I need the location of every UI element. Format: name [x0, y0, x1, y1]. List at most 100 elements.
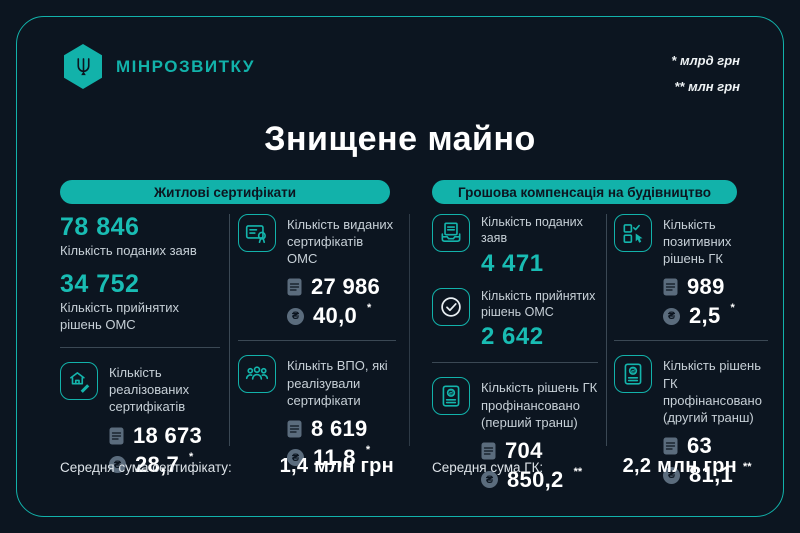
check-circle-icon: [432, 287, 470, 326]
block-label: Кількість виданих сертифікатів ОМС: [287, 217, 394, 267]
amount-note: *: [730, 302, 735, 315]
stat-label: Кількість прийнятих рішень ОМС: [481, 288, 596, 319]
count-value: 704: [505, 437, 543, 463]
idp-amounts: 8 619 ₴ 11,8 *: [287, 415, 396, 470]
compensation-col-2: Кількість позитивних рішень ГК 989 ₴ 2,5…: [614, 214, 768, 486]
stat-label: Кількість прийнятих рішень ОМС: [60, 300, 179, 333]
trident-icon: [74, 55, 93, 79]
amount-row: ₴ 28,7 *: [109, 450, 220, 477]
stat-submitted-applications: Кількість поданих заяв 4 471: [432, 214, 598, 276]
people-group-icon: [238, 355, 276, 394]
average-value: 2,2 млн грн: [622, 455, 737, 477]
section-header-compensation: Грошова компенсація на будівництво: [432, 180, 737, 204]
ministry-logo-text: МІНРОЗВИТКУ: [116, 56, 255, 76]
count-row: 989: [663, 276, 768, 298]
stat-value: 4 471: [481, 249, 544, 277]
amount-note: *: [189, 450, 194, 463]
amount-row: ₴ 81,1 **: [663, 461, 768, 488]
positive-amounts: 989 ₴ 2,5 *: [663, 276, 768, 327]
count-row: 704: [481, 437, 598, 463]
amount-note: **: [743, 461, 752, 474]
certificates-col-2: Кількість виданих сертифікатів ОМС 27 98…: [238, 214, 396, 469]
count-value: 8 619: [311, 415, 368, 441]
house-certificate-icon: [60, 362, 98, 401]
legend-billion: * млрд грн: [671, 53, 740, 68]
average-label: Середня сума ГК:: [432, 460, 544, 475]
count-value: 18 673: [133, 422, 203, 448]
block-label: Кількість рішень ГК профінансовано (перш…: [481, 380, 598, 430]
count-row: 18 673: [109, 422, 220, 448]
column-divider: [606, 214, 607, 446]
amount-note: *: [365, 443, 371, 456]
document-icon: [663, 278, 678, 296]
amount-row: ₴ 2,5 *: [663, 302, 768, 329]
certificates-col-1: 78 846 Кількість поданих заяв 34 752 Кіл…: [60, 214, 220, 476]
funded-document-icon: ₴: [614, 355, 652, 394]
amount-note: **: [573, 465, 583, 478]
amount-value: 81,1: [689, 462, 734, 488]
legend-million: ** млн грн: [674, 79, 740, 94]
block-label: Кількіть ВПО, які реалізували сертифікат…: [287, 358, 388, 408]
document-icon: [663, 437, 678, 455]
stat-value: 34 752: [60, 270, 140, 299]
count-value: 63: [687, 433, 713, 459]
amount-value: 40,0: [313, 303, 358, 329]
row-divider: [614, 340, 768, 342]
document-icon: [481, 442, 496, 460]
amount-row: ₴ 11,8 *: [287, 443, 396, 470]
realized-amounts: 18 673 ₴ 28,7 *: [109, 422, 220, 477]
amount-value: 28,7: [135, 451, 180, 477]
block-funded-tranche2: ₴ Кількість рішень ГК профінансовано (др…: [614, 355, 768, 426]
block-label: Кількість реалізованих сертифікатів: [109, 365, 190, 415]
stat-value: 78 846: [60, 213, 140, 241]
issued-amounts: 27 986 ₴ 40,0 *: [287, 276, 396, 327]
certificates-average: Середня сума сертифікату: 1,4 млн грн: [60, 455, 394, 478]
certificates-columns: 78 846 Кількість поданих заяв 34 752 Кіл…: [60, 214, 398, 475]
stat-value: 2 642: [481, 323, 544, 351]
document-icon: [287, 420, 302, 438]
svg-text:₴: ₴: [448, 389, 453, 397]
compensation-columns: Кількість поданих заяв 4 471 Кількість п…: [432, 214, 768, 490]
amount-value: 11,8: [313, 444, 356, 470]
compensation-average: Середня сума ГК: 2,2 млн грн: [432, 455, 737, 478]
row-divider: [60, 347, 220, 349]
section-monetary-compensation: Грошова компенсація на будівництво: [432, 180, 768, 490]
stat-approved-decisions: Кількість прийнятих рішень ОМС 2 642: [432, 287, 598, 350]
row-divider: [432, 362, 598, 364]
stat-body: Кількість прийнятих рішень ОМС 2 642: [481, 288, 598, 350]
block-label: Кількість позитивних рішень ГК: [663, 217, 732, 267]
amount-row: ₴ 850,2 **: [481, 465, 598, 492]
hryvnia-coin-icon: ₴: [663, 466, 680, 484]
units-legend: * млрд грн ** млн грн: [671, 48, 740, 100]
amount-value: 850,2: [507, 466, 564, 492]
stat-body: Кількість поданих заяв 4 471: [481, 214, 598, 276]
checklist-hand-icon: [614, 214, 652, 252]
section-header-certificates: Житлові сертифікати: [60, 180, 390, 204]
block-positive-decisions: Кількість позитивних рішень ГК: [614, 214, 768, 267]
count-row: 63: [663, 435, 768, 457]
block-realized-certificates: Кількість реалізованих сертифікатів: [60, 362, 220, 415]
amount-value: 2,5: [689, 303, 721, 329]
page-title: Знищене майно: [264, 120, 536, 158]
compensation-col-1: Кількість поданих заяв 4 471 Кількість п…: [432, 214, 598, 491]
hryvnia-coin-icon: ₴: [663, 307, 680, 325]
amount-row: ₴ 40,0 *: [287, 302, 396, 329]
amount-note: *: [367, 302, 372, 315]
column-divider: [229, 214, 230, 446]
stat-approved-decisions: 34 752 Кількість прийнятих рішень ОМС: [60, 271, 220, 334]
stat-label: Кількість поданих заяв: [481, 215, 583, 246]
document-icon: [109, 427, 124, 445]
hryvnia-coin-icon: ₴: [481, 471, 498, 489]
average-label: Середня сума сертифікату:: [60, 460, 232, 475]
block-idp-realized: Кількіть ВПО, які реалізували сертифікат…: [238, 355, 396, 408]
hryvnia-coin-icon: ₴: [287, 307, 304, 325]
row-divider: [238, 340, 396, 342]
hexagon-emblem: [64, 44, 102, 89]
block-funded-tranche1: ₴ Кількість рішень ГК профінансовано (пе…: [432, 377, 598, 430]
count-row: 8 619: [287, 415, 396, 441]
stat-label: Кількість поданих заяв: [60, 243, 197, 259]
block-label: Кількість рішень ГК профінансовано (друг…: [663, 358, 762, 425]
section-divider: [409, 214, 410, 446]
count-row: 27 986: [287, 276, 396, 298]
application-form-icon: [432, 214, 470, 252]
